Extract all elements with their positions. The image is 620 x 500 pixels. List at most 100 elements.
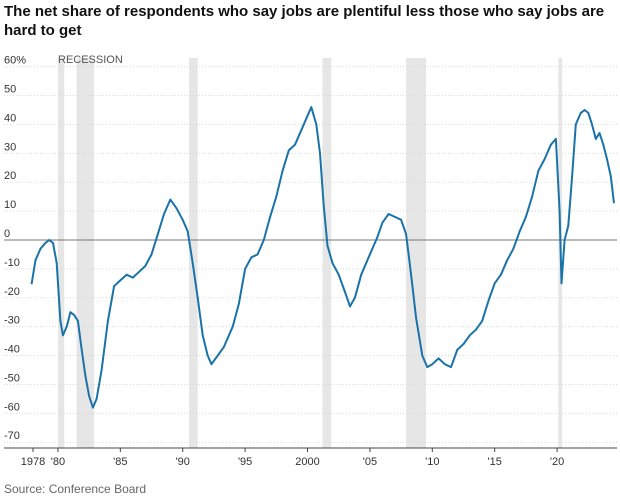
recession-annotation: RECESSION: [58, 54, 123, 66]
data-point-57: [326, 244, 329, 247]
y-tick-label-3: 30: [4, 141, 16, 153]
data-point-94: [550, 143, 552, 146]
x-tick-label-2: '85: [113, 456, 127, 468]
data-point-37: [210, 363, 213, 366]
data-point-35: [201, 334, 204, 337]
data-point-26: [150, 253, 153, 256]
data-point-36: [206, 354, 209, 357]
data-point-85: [493, 282, 496, 285]
data-point-2: [39, 247, 42, 250]
recession-band-1: [76, 58, 95, 448]
data-point-23: [131, 276, 134, 279]
data-point-0: [30, 282, 33, 285]
data-point-18: [100, 369, 103, 371]
y-tick-label-9: -30: [4, 315, 20, 327]
y-tick-label-2: 40: [4, 112, 16, 124]
data-point-59: [337, 273, 340, 276]
x-axis: 1978 '80 '85 '90 '95 2000 '05 '10 '15 '20: [4, 447, 617, 468]
data-point-3: [44, 242, 47, 244]
data-point-84: [487, 299, 490, 302]
data-point-22: [125, 273, 128, 276]
data-point-99: [567, 224, 570, 227]
source-note: Source: Conference Board: [4, 482, 147, 496]
data-point-92: [537, 169, 540, 172]
data-point-30: [175, 207, 178, 210]
data-point-95: [555, 138, 557, 140]
data-point-74: [426, 366, 429, 368]
data-point-5: [52, 242, 54, 244]
data-point-25: [144, 265, 147, 267]
series-line-0: [30, 106, 615, 409]
x-tick-label-0: 1978: [21, 456, 45, 468]
data-point-71: [410, 273, 412, 276]
data-point-58: [331, 262, 334, 264]
data-point-81: [468, 334, 471, 337]
y-tick-label-8: -20: [4, 286, 20, 298]
y-tick-label-5: 10: [4, 199, 16, 211]
data-point-70: [405, 233, 407, 236]
data-point-98: [563, 239, 566, 241]
data-point-72: [415, 317, 417, 319]
y-tick-label-10: -40: [4, 344, 20, 356]
data-point-102: [579, 112, 582, 114]
data-point-16: [92, 406, 94, 409]
data-point-27: [156, 233, 159, 236]
data-point-107: [598, 132, 601, 135]
data-point-53: [310, 106, 313, 108]
data-point-20: [113, 285, 115, 288]
data-point-8: [62, 334, 64, 337]
y-tick-labels: 60% 50 40 30 20 10 0 -10 -20 -30 -40 -50 -60 -70: [4, 55, 26, 443]
data-point-47: [275, 195, 278, 198]
recession-band-2: [188, 58, 198, 448]
data-point-82: [475, 328, 477, 331]
data-point-91: [531, 195, 533, 198]
data-point-17: [95, 398, 98, 400]
y-tick-label-11: -50: [4, 372, 20, 384]
x-tick-label-4: '95: [238, 456, 252, 468]
data-point-46: [269, 216, 271, 218]
data-point-64: [369, 253, 371, 256]
y-tick-label-4: 20: [4, 170, 16, 182]
data-point-50: [294, 143, 296, 146]
x-tick-label-6: '05: [363, 456, 377, 468]
data-point-33: [191, 262, 194, 264]
data-point-13: [80, 348, 83, 351]
y-tick-label-13: -70: [4, 430, 20, 442]
data-point-42: [244, 268, 247, 270]
x-tick-label-1: '80: [51, 456, 65, 468]
data-point-100: [571, 175, 573, 178]
data-point-40: [231, 325, 234, 328]
data-point-31: [181, 218, 184, 221]
data-point-67: [387, 213, 390, 215]
data-point-21: [119, 279, 122, 282]
data-point-104: [587, 112, 590, 114]
data-point-108: [602, 143, 605, 146]
data-point-93: [543, 158, 546, 161]
data-point-66: [381, 221, 384, 224]
data-point-103: [583, 109, 586, 111]
chart-title: The net share of respondents who say job…: [4, 3, 605, 39]
data-point-80: [462, 343, 465, 345]
x-tick-label-3: '90: [176, 456, 190, 468]
data-point-83: [481, 320, 484, 322]
data-point-14: [84, 374, 87, 377]
y-tick-label-6: 0: [4, 228, 10, 240]
data-point-110: [609, 175, 612, 178]
data-point-105: [591, 123, 593, 126]
data-point-87: [506, 259, 509, 262]
data-point-10: [69, 311, 72, 314]
data-point-34: [196, 296, 199, 299]
data-point-12: [77, 320, 79, 322]
data-point-61: [349, 305, 351, 308]
data-point-15: [88, 395, 90, 397]
data-point-39: [223, 346, 225, 348]
data-point-76: [437, 357, 440, 360]
recession-band-0: [57, 58, 65, 448]
data-point-7: [59, 320, 62, 322]
data-point-79: [456, 348, 459, 351]
y-tick-label-1: 50: [4, 84, 16, 96]
data-point-96: [558, 210, 561, 213]
data-point-9: [65, 325, 68, 328]
data-point-45: [262, 239, 265, 241]
